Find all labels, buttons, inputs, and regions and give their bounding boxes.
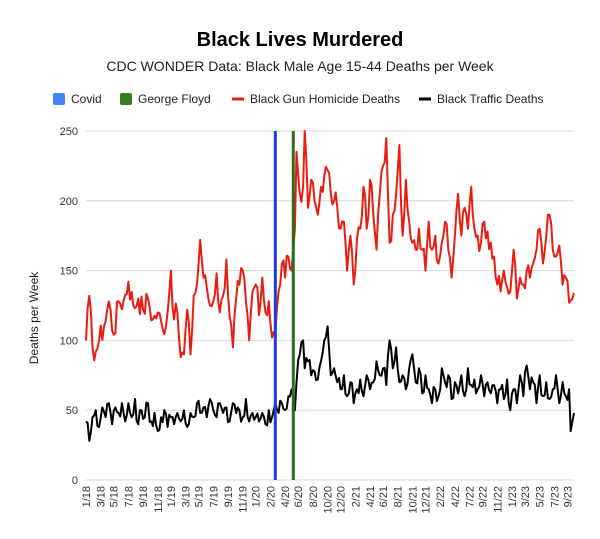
gridlines — [86, 130, 574, 481]
legend-label-george-floyd: George Floyd — [138, 92, 211, 106]
y-tick-label: 200 — [60, 196, 78, 208]
x-tick-label: 7/22 — [465, 486, 477, 507]
gun-homicide-line — [85, 130, 575, 362]
x-tick-label: 11/18 — [153, 486, 165, 513]
x-tick-label: 3/23 — [520, 486, 532, 507]
x-tick-label: 3/18 — [96, 486, 108, 507]
x-tick-label: 4/22 — [450, 486, 462, 507]
x-tick-label: 6/21 — [378, 486, 390, 507]
x-tick-label: 2/20 — [265, 486, 277, 507]
x-tick-label: 7/19 — [208, 486, 220, 507]
x-tick-label: 3/19 — [181, 486, 193, 507]
x-tick-label: 1/18 — [81, 486, 93, 507]
legend: Covid George Floyd Black Gun Homicide Deat… — [53, 92, 544, 106]
x-tick-label: 1/20 — [251, 486, 263, 507]
traffic-deaths-line — [85, 325, 575, 442]
legend-swatch-george-floyd — [120, 93, 132, 105]
y-axis-label: Deaths per Week — [27, 271, 41, 364]
y-tick-label: 250 — [60, 126, 78, 138]
x-tick-label: 8/20 — [308, 486, 320, 507]
x-tick-label: 5/18 — [109, 486, 121, 507]
x-tick-label: 10/21 — [407, 486, 419, 514]
x-tick-label: 5/23 — [535, 486, 547, 507]
series-lines — [85, 130, 575, 442]
x-tick-label: 9/23 — [562, 486, 574, 507]
x-tick-label: 4/21 — [365, 486, 377, 507]
x-tick-label: 9/18 — [138, 486, 150, 507]
x-tick-label: 1/19 — [166, 486, 178, 507]
x-tick-label: 2/21 — [350, 486, 362, 507]
x-axis-ticks: 1/18 3/18 5/18 7/18 9/18 11/18 1/19 3/19 5/19 7/1… — [81, 486, 574, 514]
x-tick-label: 11/22 — [492, 486, 504, 513]
x-tick-label: 2/22 — [435, 486, 447, 507]
x-tick-label: 8/21 — [393, 486, 405, 507]
legend-swatch-covid — [53, 93, 65, 105]
x-tick-label: 9/19 — [223, 486, 235, 507]
y-axis-ticks: 0 50 100 150 200 250 — [60, 126, 78, 487]
event-markers — [273, 131, 295, 480]
chart-subtitle: CDC WONDER Data: Black Male Age 15-44 De… — [106, 58, 494, 74]
x-tick-label: 12/20 — [336, 486, 348, 514]
x-tick-label: 10/20 — [323, 486, 335, 514]
x-tick-label: 1/23 — [507, 486, 519, 507]
x-tick-label: 9/22 — [478, 486, 490, 507]
y-tick-label: 100 — [60, 335, 78, 347]
y-tick-label: 0 — [72, 475, 78, 487]
legend-label-covid: Covid — [71, 92, 102, 106]
x-tick-label: 6/20 — [293, 486, 305, 507]
legend-label-black-traffic-deaths: Black Traffic Deaths — [437, 92, 544, 106]
x-tick-label: 4/20 — [280, 486, 292, 507]
x-tick-label: 5/19 — [194, 486, 206, 507]
legend-label-black-gun-homicide-deaths: Black Gun Homicide Deaths — [250, 92, 400, 106]
y-tick-label: 150 — [60, 266, 78, 278]
x-tick-label: 12/21 — [420, 486, 432, 514]
x-tick-label: 7/18 — [123, 486, 135, 507]
x-tick-label: 7/23 — [549, 486, 561, 507]
x-tick-label: 11/19 — [238, 486, 250, 513]
chart-title: Black Lives Murdered — [197, 29, 404, 51]
y-tick-label: 50 — [66, 405, 78, 417]
